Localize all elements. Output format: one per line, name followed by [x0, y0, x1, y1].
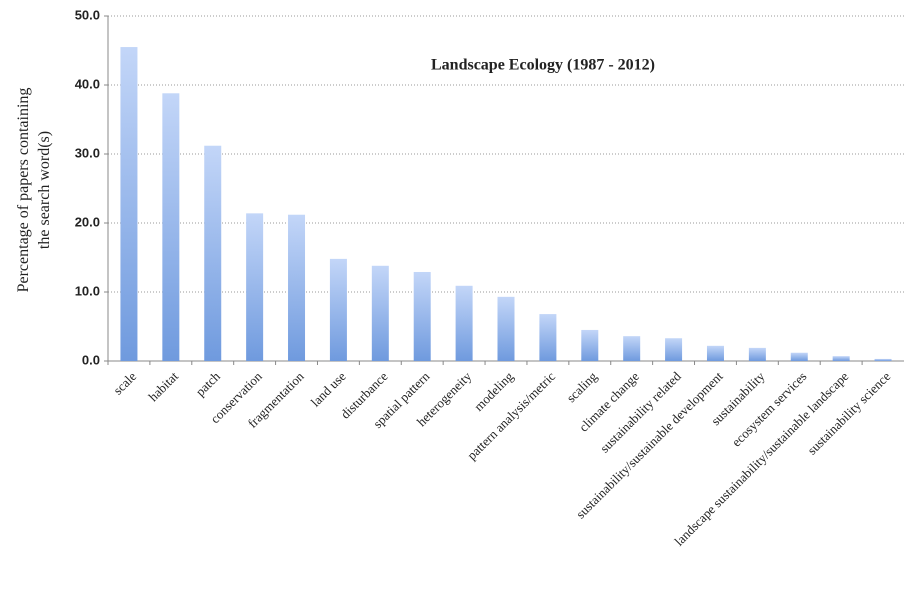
y-axis-label: the search word(s)	[36, 131, 53, 249]
x-tick-label: ecosystem services	[729, 369, 810, 450]
x-tick-label: scale	[110, 368, 139, 397]
bar	[790, 352, 808, 361]
bar	[706, 345, 724, 361]
y-tick-label: 0.0	[82, 352, 100, 367]
bar	[874, 358, 892, 361]
bar	[246, 213, 264, 361]
y-tick-label: 30.0	[75, 145, 100, 160]
chart-title: Landscape Ecology (1987 - 2012)	[431, 57, 655, 74]
bar	[455, 285, 473, 361]
bar	[623, 336, 641, 361]
x-tick-label: habitat	[145, 368, 181, 404]
bar	[539, 314, 557, 361]
bar	[497, 296, 515, 361]
bar	[329, 258, 347, 361]
bar	[581, 329, 599, 361]
x-tick-label: patch	[192, 368, 223, 399]
bar	[832, 356, 850, 361]
bar	[371, 265, 389, 361]
y-tick-label: 10.0	[75, 283, 100, 298]
bar	[204, 145, 222, 361]
bar	[288, 214, 306, 361]
y-axis-label: Percentage of papers containing	[15, 88, 32, 293]
y-tick-label: 20.0	[75, 214, 100, 229]
bar	[748, 347, 766, 361]
x-tick-label: scaling	[563, 368, 600, 405]
y-tick-label: 40.0	[75, 76, 100, 91]
bar	[120, 47, 138, 362]
x-tick-label: land use	[308, 368, 349, 409]
bar	[413, 271, 431, 361]
bar	[665, 338, 683, 361]
x-tick-label: sustainability science	[804, 368, 893, 457]
bar	[162, 93, 180, 361]
y-tick-label: 50.0	[75, 7, 100, 22]
